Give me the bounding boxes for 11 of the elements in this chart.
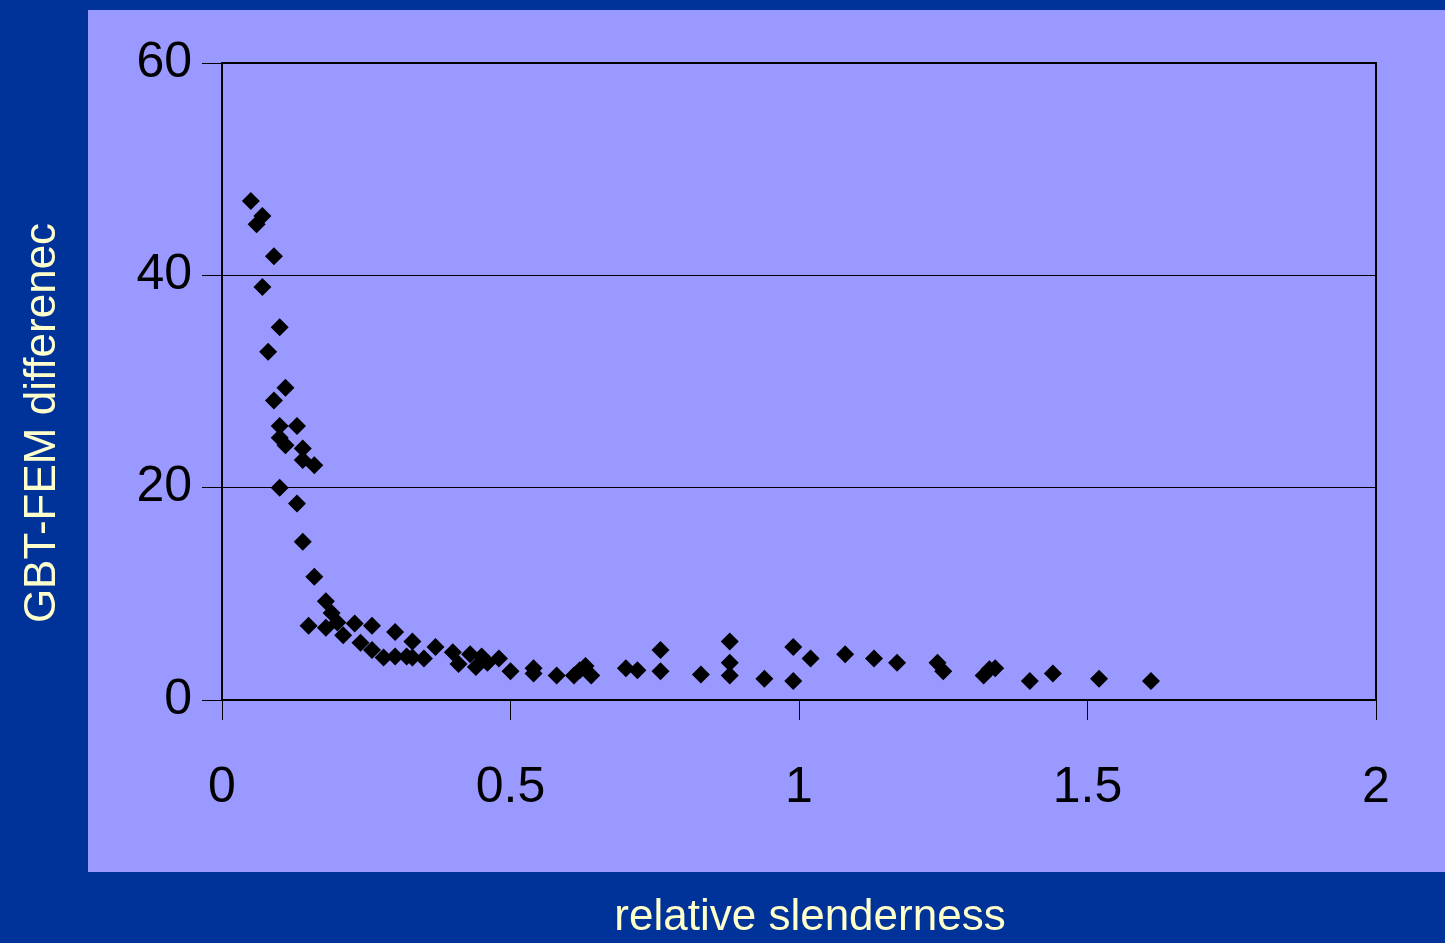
y-tick-label: 40 xyxy=(136,244,192,301)
x-tick-label: 0 xyxy=(208,756,236,813)
x-tick-label: 0.5 xyxy=(475,756,546,813)
x-axis-title: relative slenderness xyxy=(614,890,1006,940)
y-tick-label: 60 xyxy=(136,31,192,88)
y-axis-title: GBT-FEM differenec xyxy=(15,222,65,624)
x-tick-label: 2 xyxy=(1362,756,1390,813)
x-tick-label: 1.5 xyxy=(1052,756,1123,813)
y-tick-label: 0 xyxy=(164,668,192,725)
y-tick-label: 20 xyxy=(136,456,192,513)
x-tick-label: 1 xyxy=(785,756,813,813)
